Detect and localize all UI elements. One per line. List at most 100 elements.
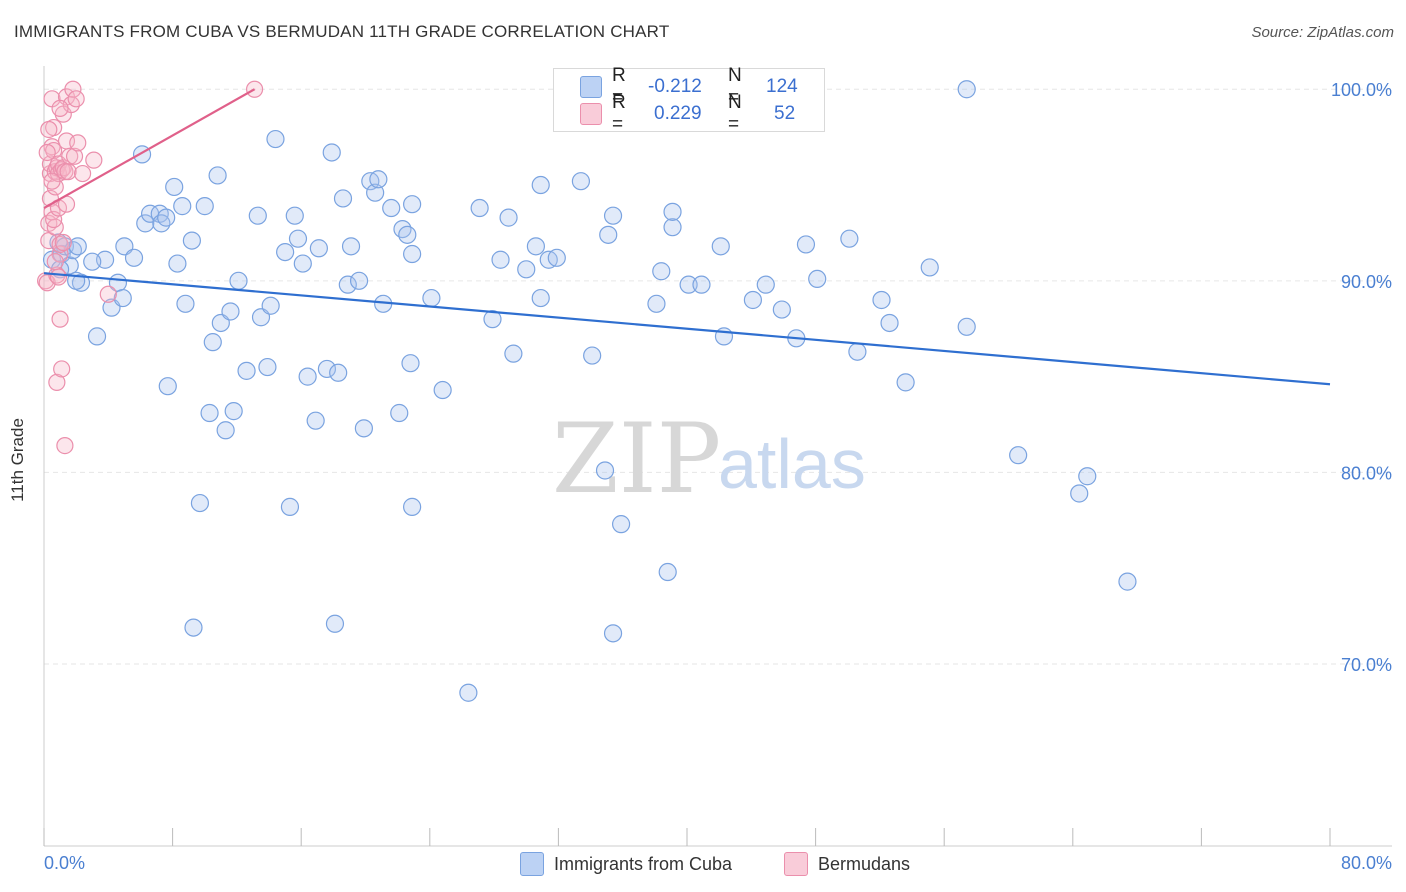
data-point-cuba xyxy=(329,363,348,382)
data-point-cuba xyxy=(403,244,422,264)
data-point-cuba xyxy=(276,242,295,262)
data-point-bermudans xyxy=(51,99,69,118)
chart-title: IMMIGRANTS FROM CUBA VS BERMUDAN 11TH GR… xyxy=(14,22,670,41)
data-point-cuba xyxy=(176,294,195,313)
trend-line-bermudans xyxy=(43,88,256,209)
data-point-bermudans xyxy=(99,285,117,303)
data-point-cuba xyxy=(200,403,219,423)
data-point-cuba xyxy=(840,229,859,248)
data-point-cuba xyxy=(652,262,671,281)
data-point-cuba xyxy=(184,618,203,637)
data-point-cuba xyxy=(113,288,132,308)
data-point-bermudans xyxy=(64,80,82,98)
data-point-cuba xyxy=(325,614,345,633)
data-point-cuba xyxy=(504,344,523,363)
y-tick-label: 100.0% xyxy=(1331,80,1392,100)
data-point-cuba xyxy=(531,175,550,195)
data-point-cuba xyxy=(663,218,682,237)
legend-label-cuba: Immigrants from Cuba xyxy=(554,853,733,874)
data-point-cuba xyxy=(298,367,317,386)
series-bermudans xyxy=(37,80,264,455)
data-point-cuba xyxy=(224,402,243,421)
data-point-cuba xyxy=(603,624,623,643)
data-point-cuba xyxy=(679,275,698,294)
data-point-cuba xyxy=(599,225,618,244)
data-point-cuba xyxy=(583,346,602,365)
legend-swatch-bermudans xyxy=(784,852,808,876)
data-point-cuba xyxy=(1118,572,1137,591)
legend: Immigrants from Cuba Bermudans xyxy=(0,852,1406,878)
data-point-cuba xyxy=(499,208,518,227)
data-point-bermudans xyxy=(65,147,84,165)
data-point-bermudans xyxy=(85,151,103,169)
data-point-cuba xyxy=(221,302,240,321)
data-point-cuba xyxy=(173,197,192,216)
data-point-bermudans xyxy=(38,143,56,162)
data-point-bermudans xyxy=(43,172,61,190)
data-point-cuba xyxy=(401,354,420,373)
watermark: ZIP atlas xyxy=(552,403,866,515)
data-point-bermudans xyxy=(54,233,72,252)
x-tick-label: 0.0% xyxy=(44,853,85,873)
data-point-cuba xyxy=(1009,446,1028,465)
data-point-cuba xyxy=(393,219,412,239)
data-point-bermudans xyxy=(67,90,85,108)
legend-swatch-cuba xyxy=(520,852,544,876)
data-point-cuba xyxy=(382,198,401,218)
data-point-cuba xyxy=(306,411,325,430)
data-point-cuba xyxy=(317,359,337,379)
data-point-cuba xyxy=(595,461,615,480)
data-point-cuba xyxy=(957,317,976,336)
data-point-cuba xyxy=(896,373,915,392)
data-point-cuba xyxy=(369,170,388,189)
x-tick-labels: 0.0% 80.0% xyxy=(44,853,1392,873)
data-point-cuba xyxy=(880,313,899,333)
data-point-bermudans xyxy=(49,268,68,286)
data-point-cuba xyxy=(459,683,478,702)
data-point-cuba xyxy=(957,80,976,99)
data-point-cuba xyxy=(280,497,300,516)
stats-n-value: 52 xyxy=(774,103,796,124)
legend-item-cuba[interactable]: Immigrants from Cuba xyxy=(520,852,732,876)
data-point-cuba xyxy=(258,357,277,377)
data-point-bermudans xyxy=(45,141,63,160)
data-point-cuba xyxy=(237,361,256,380)
stats-r-value: -0.212 xyxy=(648,76,702,97)
data-point-bermudans xyxy=(56,436,74,455)
series-cuba xyxy=(42,80,1137,702)
y-tick-label: 90.0% xyxy=(1341,272,1392,292)
data-point-cuba xyxy=(152,214,171,233)
data-point-cuba xyxy=(288,229,308,248)
data-point-cuba xyxy=(87,327,107,346)
data-point-bermudans xyxy=(48,373,66,391)
legend-label-bermudans: Bermudans xyxy=(818,853,911,874)
stats-n-value: 124 xyxy=(766,76,798,97)
data-point-cuba xyxy=(390,403,409,423)
data-point-bermudans xyxy=(73,164,92,183)
data-point-cuba xyxy=(285,206,304,225)
data-point-bermudans xyxy=(46,253,64,271)
data-point-cuba xyxy=(663,202,682,221)
stats-r-label: R = xyxy=(612,65,626,108)
data-point-cuba xyxy=(808,269,827,289)
data-point-bermudans xyxy=(40,120,58,139)
data-point-cuba xyxy=(470,198,489,218)
data-point-bermudans xyxy=(53,360,71,378)
watermark-atlas: atlas xyxy=(718,425,866,503)
data-point-cuba xyxy=(647,294,666,313)
data-point-bermudans xyxy=(61,147,79,165)
legend-item-bermudans[interactable]: Bermudans xyxy=(784,852,910,876)
data-point-cuba xyxy=(190,493,210,513)
data-point-cuba xyxy=(483,310,502,329)
data-point-cuba xyxy=(165,177,184,197)
data-point-cuba xyxy=(182,231,201,250)
data-point-cuba xyxy=(266,129,285,149)
data-point-cuba xyxy=(341,237,361,256)
x-tick-label: 80.0% xyxy=(1341,853,1392,873)
y-tick-label: 80.0% xyxy=(1341,463,1392,483)
data-point-cuba xyxy=(229,271,248,290)
y-tick-labels: 70.0% 80.0% 90.0% 100.0% xyxy=(1331,80,1392,675)
stats-box: R = -0.212 N = 124 R = 0.229 N = 52 xyxy=(553,65,825,135)
data-point-cuba xyxy=(309,239,328,258)
data-point-cuba xyxy=(366,183,385,202)
